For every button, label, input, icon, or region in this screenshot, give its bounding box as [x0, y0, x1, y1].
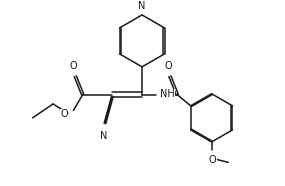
Text: N: N [138, 1, 146, 11]
Text: O: O [209, 155, 216, 165]
Text: N: N [100, 131, 108, 141]
Text: NH: NH [160, 89, 174, 99]
Text: O: O [70, 61, 77, 70]
Text: O: O [60, 109, 68, 119]
Text: O: O [164, 61, 172, 70]
